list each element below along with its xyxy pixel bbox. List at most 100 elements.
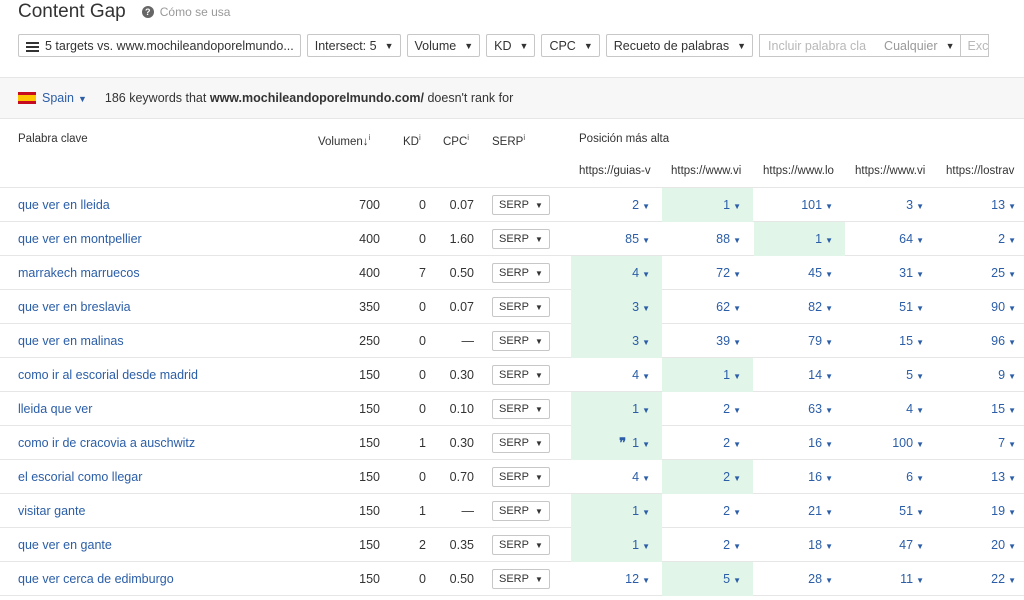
position-cell[interactable]: 45 ▼ xyxy=(754,256,845,290)
position-cell[interactable]: 100 ▼ xyxy=(845,426,936,460)
header-target-4[interactable]: https://www.vi xyxy=(855,165,926,177)
cpc-dropdown[interactable]: CPC ▼ xyxy=(541,34,600,57)
position-cell[interactable]: 19 ▼ xyxy=(937,494,1024,528)
position-cell[interactable]: 31 ▼ xyxy=(845,256,936,290)
keyword-link[interactable]: que ver cerca de edimburgo xyxy=(18,572,174,586)
position-cell[interactable]: 63 ▼ xyxy=(754,392,845,426)
position-cell[interactable]: 18 ▼ xyxy=(754,528,845,562)
serp-button[interactable]: SERP ▼ xyxy=(492,433,550,453)
position-cell[interactable]: 3 ▼ xyxy=(571,324,662,358)
serp-button[interactable]: SERP ▼ xyxy=(492,263,550,283)
position-cell[interactable]: 1 ▼ xyxy=(662,358,753,392)
include-mode-dropdown[interactable]: Cualquier ▼ xyxy=(878,35,962,56)
position-cell[interactable]: 4 ▼ xyxy=(571,358,662,392)
keyword-link[interactable]: como ir de cracovia a auschwitz xyxy=(18,436,196,450)
position-cell[interactable]: 2 ▼ xyxy=(662,426,753,460)
position-cell[interactable]: 16 ▼ xyxy=(754,460,845,494)
header-target-2[interactable]: https://www.vi xyxy=(671,165,742,177)
position-cell[interactable]: 64 ▼ xyxy=(845,222,936,256)
position-cell[interactable]: 7 ▼ xyxy=(937,426,1024,460)
position-cell[interactable]: 5 ▼ xyxy=(845,358,936,392)
country-dropdown[interactable]: Spain ▼ xyxy=(42,91,87,105)
serp-button[interactable]: SERP ▼ xyxy=(492,365,550,385)
keyword-link[interactable]: que ver en malinas xyxy=(18,334,124,348)
position-cell[interactable]: 11 ▼ xyxy=(845,562,936,596)
header-cpc[interactable]: CPCi xyxy=(443,133,469,148)
position-cell[interactable]: 15 ▼ xyxy=(845,324,936,358)
serp-button[interactable]: SERP ▼ xyxy=(492,195,550,215)
header-kd[interactable]: KDi xyxy=(403,133,421,148)
position-cell[interactable]: 2 ▼ xyxy=(662,392,753,426)
serp-button[interactable]: SERP ▼ xyxy=(492,535,550,555)
position-cell[interactable]: 28 ▼ xyxy=(754,562,845,596)
help-link[interactable]: ? Cómo se usa xyxy=(141,5,230,19)
header-target-3[interactable]: https://www.lo xyxy=(763,165,834,177)
header-target-1[interactable]: https://guias-v xyxy=(579,165,651,177)
position-cell[interactable]: 16 ▼ xyxy=(754,426,845,460)
position-cell[interactable]: 90 ▼ xyxy=(937,290,1024,324)
keyword-link[interactable]: que ver en lleida xyxy=(18,198,110,212)
volume-dropdown[interactable]: Volume ▼ xyxy=(406,34,481,57)
position-cell[interactable]: 3 ▼ xyxy=(571,290,662,324)
position-cell[interactable]: 72 ▼ xyxy=(662,256,753,290)
kd-dropdown[interactable]: KD ▼ xyxy=(486,34,536,57)
serp-button[interactable]: SERP ▼ xyxy=(492,569,550,589)
position-cell[interactable]: 47 ▼ xyxy=(845,528,936,562)
keyword-link[interactable]: marrakech marruecos xyxy=(18,266,140,280)
position-cell[interactable]: 82 ▼ xyxy=(754,290,845,324)
position-cell[interactable]: 12 ▼ xyxy=(571,562,662,596)
position-cell[interactable]: 1 ▼ xyxy=(571,528,662,562)
keyword-link[interactable]: como ir al escorial desde madrid xyxy=(18,368,198,382)
position-cell[interactable]: 85 ▼ xyxy=(571,222,662,256)
word-count-dropdown[interactable]: Recueto de palabras ▼ xyxy=(605,34,754,57)
position-cell[interactable]: 1 ▼ xyxy=(662,188,753,222)
position-cell[interactable]: 4 ▼ xyxy=(571,256,662,290)
position-cell[interactable]: 9 ▼ xyxy=(937,358,1024,392)
serp-button[interactable]: SERP ▼ xyxy=(492,297,550,317)
position-cell[interactable]: 1 ▼ xyxy=(571,494,662,528)
position-cell[interactable]: ❞ 1 ▼ xyxy=(571,426,662,460)
position-cell[interactable]: 79 ▼ xyxy=(754,324,845,358)
serp-button[interactable]: SERP ▼ xyxy=(492,467,550,487)
position-cell[interactable]: 6 ▼ xyxy=(845,460,936,494)
keyword-link[interactable]: lleida que ver xyxy=(18,402,93,416)
header-target-5[interactable]: https://lostrav xyxy=(946,165,1015,177)
serp-button[interactable]: SERP ▼ xyxy=(492,331,550,351)
position-cell[interactable]: 4 ▼ xyxy=(845,392,936,426)
position-cell[interactable]: 2 ▼ xyxy=(571,188,662,222)
position-cell[interactable]: 4 ▼ xyxy=(571,460,662,494)
keyword-link[interactable]: el escorial como llegar xyxy=(18,470,143,484)
position-cell[interactable]: 22 ▼ xyxy=(937,562,1024,596)
intersect-dropdown[interactable]: Intersect: 5 ▼ xyxy=(306,34,401,57)
keyword-link[interactable]: visitar gante xyxy=(18,504,86,518)
position-cell[interactable]: 5 ▼ xyxy=(662,562,753,596)
keyword-link[interactable]: que ver en gante xyxy=(18,538,112,552)
position-cell[interactable]: 15 ▼ xyxy=(937,392,1024,426)
serp-button[interactable]: SERP ▼ xyxy=(492,229,550,249)
keyword-link[interactable]: que ver en breslavia xyxy=(18,300,131,314)
position-cell[interactable]: 3 ▼ xyxy=(845,188,936,222)
position-cell[interactable]: 101 ▼ xyxy=(754,188,845,222)
position-cell[interactable]: 2 ▼ xyxy=(662,494,753,528)
position-cell[interactable]: 2 ▼ xyxy=(662,528,753,562)
position-cell[interactable]: 96 ▼ xyxy=(937,324,1024,358)
position-cell[interactable]: 20 ▼ xyxy=(937,528,1024,562)
position-cell[interactable]: 88 ▼ xyxy=(662,222,753,256)
header-volume[interactable]: Volumen↓i xyxy=(318,133,370,148)
position-cell[interactable]: 51 ▼ xyxy=(845,494,936,528)
exclude-keyword-input[interactable]: Exc xyxy=(967,38,989,53)
position-cell[interactable]: 1 ▼ xyxy=(571,392,662,426)
position-cell[interactable]: 13 ▼ xyxy=(937,188,1024,222)
serp-button[interactable]: SERP ▼ xyxy=(492,399,550,419)
position-cell[interactable]: 14 ▼ xyxy=(754,358,845,392)
position-cell[interactable]: 2 ▼ xyxy=(662,460,753,494)
position-cell[interactable]: 25 ▼ xyxy=(937,256,1024,290)
position-cell[interactable]: 2 ▼ xyxy=(937,222,1024,256)
keyword-link[interactable]: que ver en montpellier xyxy=(18,232,142,246)
position-cell[interactable]: 21 ▼ xyxy=(754,494,845,528)
targets-button[interactable]: 5 targets vs. www.mochileandoporelmundo.… xyxy=(18,34,301,57)
include-keyword-input[interactable] xyxy=(760,35,879,56)
header-keyword[interactable]: Palabra clave xyxy=(18,133,88,145)
position-cell[interactable]: 1 ▼ xyxy=(754,222,845,256)
position-cell[interactable]: 13 ▼ xyxy=(937,460,1024,494)
